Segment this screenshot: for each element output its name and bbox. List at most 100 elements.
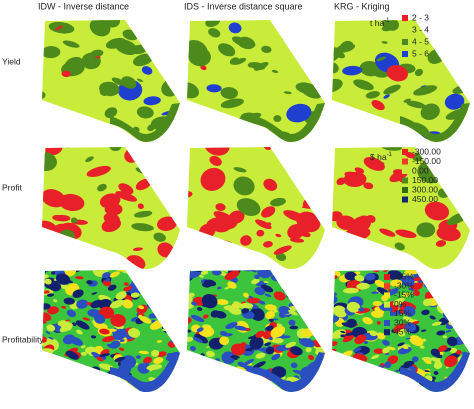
map-patch xyxy=(462,375,470,384)
map-patch xyxy=(318,314,325,323)
map-patch xyxy=(359,371,370,379)
map-patch xyxy=(55,387,63,392)
map-patch xyxy=(364,273,376,281)
map-patch xyxy=(270,325,286,338)
map-patch xyxy=(364,377,375,382)
map-patch xyxy=(42,46,61,59)
map-patch xyxy=(356,378,366,383)
map-patch xyxy=(400,352,470,392)
map-patch xyxy=(376,56,387,62)
map-patch xyxy=(53,299,58,303)
map-surface xyxy=(187,147,325,269)
map-patch xyxy=(172,327,177,331)
map-patch xyxy=(65,319,71,322)
map-patch xyxy=(421,309,430,316)
map-patch xyxy=(365,389,372,392)
map-patch xyxy=(232,57,247,65)
map-patch xyxy=(114,356,126,362)
map-patch xyxy=(371,291,379,294)
map-patch xyxy=(446,297,462,306)
map-patch xyxy=(400,103,470,142)
map-patch xyxy=(382,347,390,354)
map-patch xyxy=(201,294,218,309)
legend-swatch xyxy=(384,292,390,299)
map-patch xyxy=(424,201,450,221)
map-patch xyxy=(110,352,180,392)
map-patch xyxy=(105,278,111,282)
map-patch xyxy=(403,98,412,103)
map-patch xyxy=(420,103,440,121)
map-patch xyxy=(273,318,279,321)
map-patch xyxy=(68,336,83,346)
map-surface xyxy=(42,20,180,142)
map-patch xyxy=(155,309,164,315)
map-patch xyxy=(318,380,325,391)
map-patch xyxy=(227,281,237,289)
map-patch xyxy=(348,261,364,269)
map-patch xyxy=(200,384,207,391)
map-patch xyxy=(82,317,91,321)
map-patch xyxy=(161,280,172,288)
map-patch xyxy=(240,301,247,304)
map-patch xyxy=(190,346,196,352)
map-patch xyxy=(128,272,133,275)
map-patch xyxy=(388,288,399,296)
map-patch xyxy=(194,380,210,392)
map-patch xyxy=(115,291,127,300)
map-patch xyxy=(250,307,265,321)
map-patch xyxy=(65,384,75,390)
map-patch xyxy=(63,385,73,392)
map-patch xyxy=(174,176,180,182)
map-patch xyxy=(360,364,371,372)
map-patch xyxy=(260,284,274,293)
unit-base: t ha xyxy=(370,18,384,28)
row-label: Yield xyxy=(2,56,21,66)
map-patch xyxy=(59,364,75,374)
legend-unit: t ha-1 xyxy=(370,18,390,29)
map-patch xyxy=(263,178,278,191)
legend-label: -300.00 xyxy=(412,146,441,156)
map-patch xyxy=(445,285,459,295)
map-patch xyxy=(42,357,54,368)
map-patch xyxy=(137,363,150,374)
map-patch xyxy=(55,25,63,31)
map-patch xyxy=(437,345,448,353)
map-patch xyxy=(203,363,213,370)
map-patch xyxy=(42,282,44,287)
map-patch xyxy=(255,352,266,359)
legend-swatch xyxy=(384,283,390,290)
map-patch xyxy=(433,361,443,370)
map-patch xyxy=(136,355,141,359)
legend-label: 450.00 xyxy=(412,194,438,204)
map-patch xyxy=(400,275,416,287)
map-patch xyxy=(304,283,311,287)
legend-swatch xyxy=(384,301,390,308)
map-patch xyxy=(144,362,150,366)
map-patch xyxy=(75,367,90,374)
map-patch xyxy=(55,389,68,392)
map-patch xyxy=(94,380,101,384)
map-patch xyxy=(218,376,227,383)
map-patch xyxy=(171,323,176,328)
map-patch xyxy=(152,57,162,62)
map-patch xyxy=(80,345,86,349)
map-patch xyxy=(332,341,338,346)
map-patch xyxy=(292,288,301,295)
map-patch xyxy=(202,374,212,381)
map-patch xyxy=(205,131,225,142)
map-patch xyxy=(94,56,101,59)
map-patch xyxy=(344,171,364,181)
map-patch xyxy=(151,303,160,310)
map-patch xyxy=(397,346,412,355)
map-patch xyxy=(449,347,458,353)
map-patch xyxy=(435,358,441,363)
map-patch xyxy=(97,376,110,387)
map-patch xyxy=(287,224,305,240)
map-patch xyxy=(168,134,180,142)
map-patch xyxy=(273,291,286,301)
map-patch xyxy=(288,149,312,165)
map-patch xyxy=(437,299,448,307)
map-patch xyxy=(221,388,226,392)
map-patch xyxy=(93,322,108,330)
map-patch xyxy=(194,333,208,344)
